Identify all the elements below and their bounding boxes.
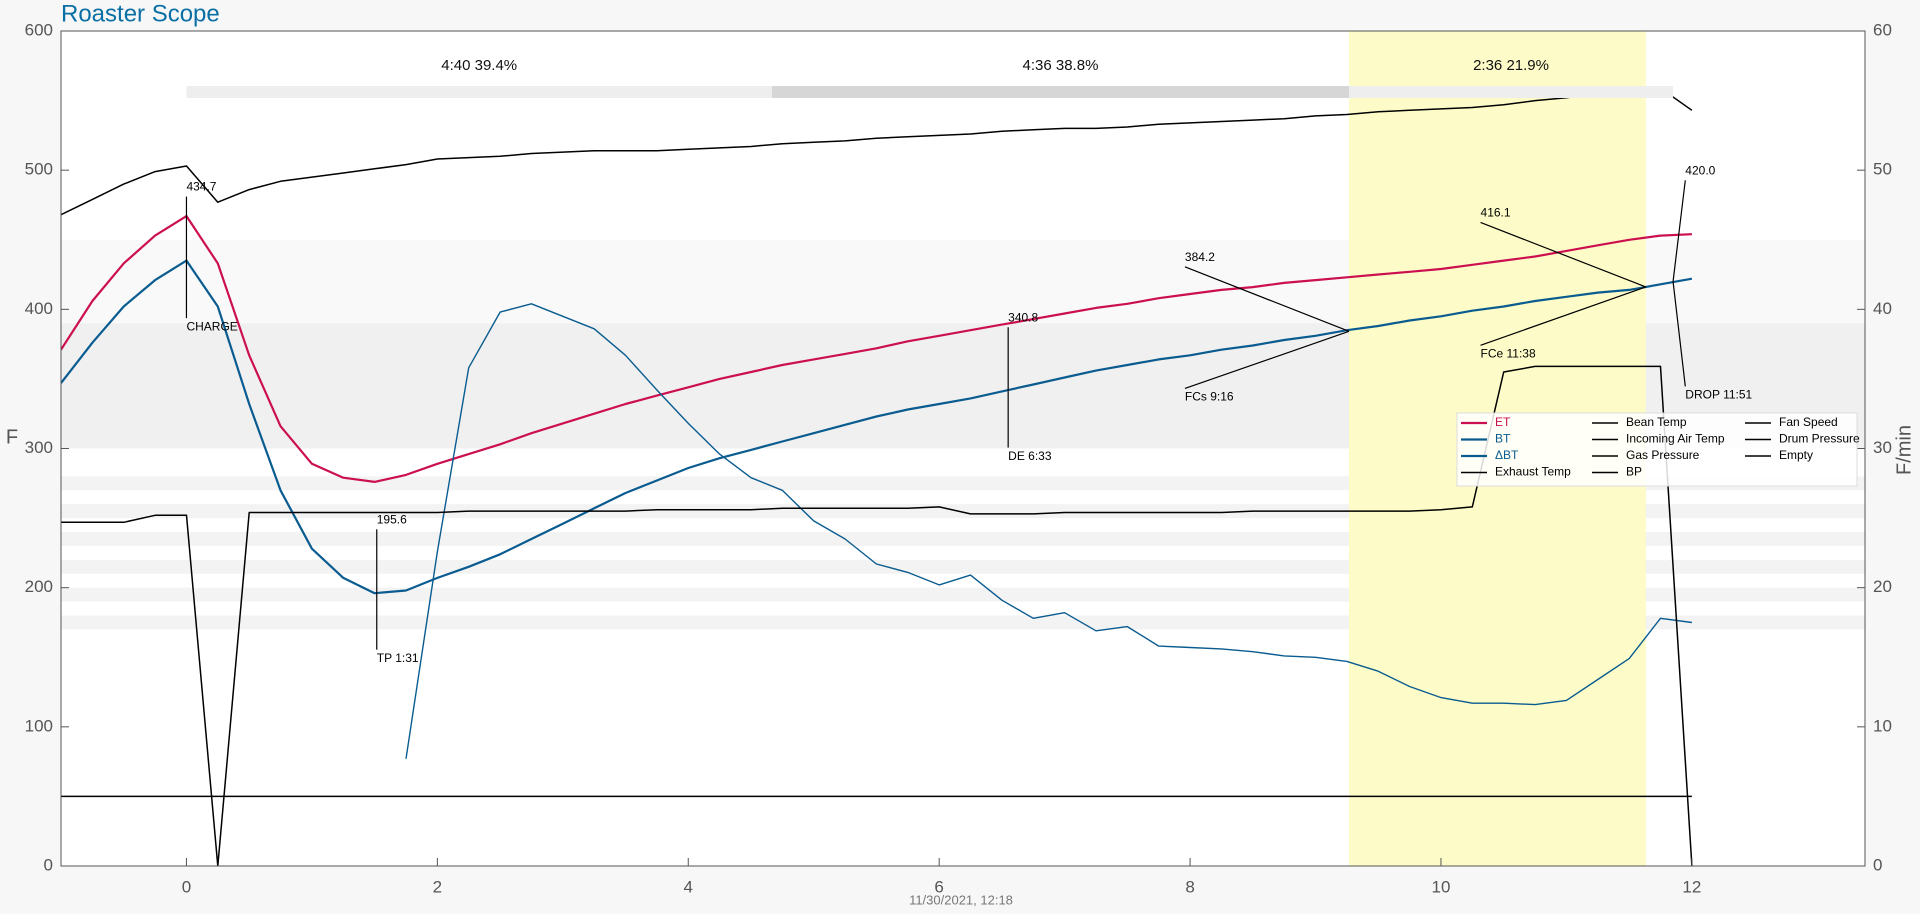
- y-tick-label: 400: [25, 299, 53, 318]
- x-tick-label: 0: [182, 877, 191, 896]
- series-line: [61, 215, 1692, 483]
- y2-tick-label: 60: [1873, 20, 1892, 39]
- y-tick-label: 200: [25, 577, 53, 596]
- y-tick-label: 500: [25, 160, 53, 179]
- annotation-value: 420.0: [1685, 163, 1715, 177]
- phase-bar: [1349, 86, 1674, 98]
- y2-tick-label: 50: [1873, 160, 1892, 179]
- y2-tick-label: 30: [1873, 438, 1892, 457]
- overlay: 4:40 39.4% 4:36 38.8% 2:36 21.9% 0 2 4 6 8 10 12 0…: [25, 20, 1892, 896]
- y-tick-label: 600: [25, 20, 53, 39]
- phase-bar: [771, 86, 1350, 98]
- y2-tick-label: 40: [1873, 299, 1892, 318]
- series-line: [61, 365, 1693, 866]
- annotation-leader: [1672, 180, 1686, 282]
- annotation-leader: [1480, 221, 1647, 288]
- footer-timestamp: 11/30/2021, 12:18: [909, 892, 1013, 907]
- annotation-event: DE 6:33: [1008, 449, 1052, 463]
- annotation-value: 195.6: [377, 512, 407, 526]
- x-tick-label: 6: [934, 877, 943, 896]
- annotation-event: CHARGE: [186, 319, 237, 333]
- x-tick-label: 12: [1682, 877, 1701, 896]
- x-tick-label: 2: [433, 877, 442, 896]
- annotation-leader: [1184, 266, 1350, 332]
- annotation-value: 340.8: [1008, 310, 1038, 324]
- legend-label: Gas Pressure: [1626, 448, 1700, 462]
- y2-tick-label: 20: [1873, 577, 1892, 596]
- legend-label: Empty: [1779, 448, 1813, 462]
- legend-label: Fan Speed: [1779, 415, 1838, 429]
- x-tick-label: 8: [1185, 877, 1194, 896]
- legend-label: Incoming Air Temp: [1626, 432, 1725, 446]
- annotation-event: FCe 11:38: [1481, 346, 1536, 360]
- x-tick-label: 4: [684, 877, 693, 896]
- y-axis-label: F: [6, 426, 18, 448]
- phase-label: 4:40 39.4%: [441, 57, 517, 74]
- legend-label: BT: [1495, 432, 1511, 446]
- legend-label: Drum Pressure: [1779, 432, 1860, 446]
- annotation-value: 384.2: [1185, 250, 1215, 264]
- phase-label: 4:36 38.8%: [1023, 57, 1099, 74]
- y2-tick-label: 10: [1873, 716, 1892, 735]
- annotation-event: DROP 11:51: [1685, 388, 1752, 402]
- y-tick-label: 0: [44, 855, 53, 874]
- x-tick-label: 10: [1432, 877, 1451, 896]
- phase-label: 2:36 21.9%: [1473, 57, 1549, 74]
- y2-tick-label: 0: [1873, 855, 1882, 874]
- series-line: [61, 259, 1693, 595]
- plot-lines: [61, 87, 1693, 866]
- series-line: [61, 87, 1693, 216]
- annotation-leader: [1672, 281, 1686, 387]
- annotation-event: TP 1:31: [377, 651, 419, 665]
- annotation-event: FCs 9:16: [1185, 390, 1234, 404]
- series-line: [405, 303, 1692, 759]
- annotation-leader: [1184, 330, 1350, 390]
- annotation-value: 434.7: [186, 180, 216, 194]
- plot-frame: [60, 30, 1866, 867]
- y-tick-label: 100: [25, 716, 53, 735]
- y2-axis-label: F/min: [1893, 425, 1915, 475]
- legend-label: BP: [1626, 465, 1642, 479]
- chart-title: Roaster Scope: [61, 0, 220, 27]
- legend-label: ET: [1495, 415, 1511, 429]
- legend-label: Bean Temp: [1626, 415, 1687, 429]
- annotation-leader: [1480, 286, 1647, 346]
- phase-bar: [186, 86, 772, 98]
- legend-box: [1456, 412, 1858, 487]
- annotation-value: 416.1: [1481, 206, 1511, 220]
- legend-label: Exhaust Temp: [1495, 465, 1571, 479]
- legend-label: ΔBT: [1495, 448, 1519, 462]
- y-tick-label: 300: [25, 438, 53, 457]
